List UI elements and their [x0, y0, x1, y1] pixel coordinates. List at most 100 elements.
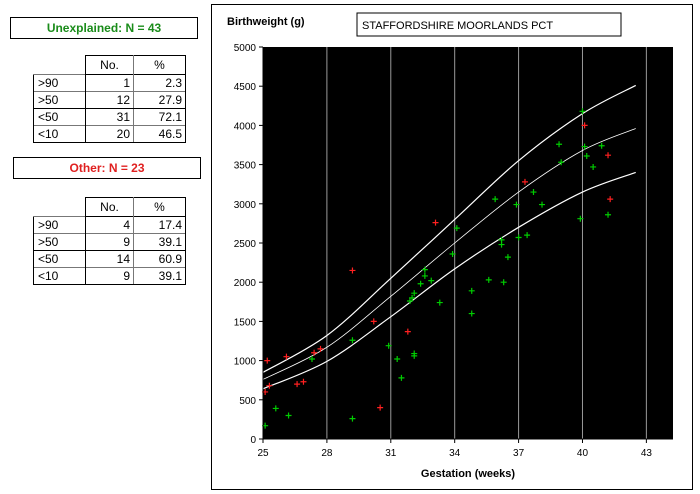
other-title: Other: N = 23: [13, 157, 201, 179]
row-pct: 2.3: [133, 74, 186, 92]
point-unexplained: [577, 215, 584, 222]
x-tick-label: 28: [321, 448, 333, 459]
header-no: No.: [85, 55, 134, 75]
point-unexplained: [504, 254, 511, 261]
point-other: [370, 318, 377, 325]
row-label: >50: [33, 91, 86, 109]
point-unexplained: [498, 241, 505, 248]
point-unexplained: [394, 356, 401, 363]
y-tick-label: 2000: [234, 278, 257, 289]
y-axis-label: Birthweight (g): [227, 16, 305, 28]
point-unexplained: [285, 412, 292, 419]
y-tick-label: 1000: [234, 357, 257, 368]
table-row: >50 12 27.9: [33, 91, 186, 109]
header-pct: %: [133, 55, 186, 75]
point-other: [349, 267, 356, 274]
point-unexplained: [605, 211, 612, 218]
row-label: >90: [33, 216, 86, 234]
point-unexplained: [436, 299, 443, 306]
birthweight-chart: Birthweight (g) STAFFORDSHIRE MOORLANDS …: [227, 12, 673, 480]
point-other: [294, 381, 301, 388]
y-tick-label: 4000: [234, 121, 257, 132]
row-no: 9: [85, 267, 134, 285]
x-tick-label: 25: [257, 448, 269, 459]
point-other: [317, 345, 324, 352]
point-other: [581, 122, 588, 129]
point-other: [521, 178, 528, 185]
other-table: No. % >90 4 17.4 >50 9 39.1 <50 14 60.9 …: [33, 197, 186, 285]
point-unexplained: [500, 279, 507, 286]
centile-curve-lower: [262, 171, 636, 390]
point-unexplained: [590, 163, 597, 170]
point-unexplained: [558, 159, 565, 166]
row-no: 4: [85, 216, 134, 234]
chart-frame: Birthweight (g) STAFFORDSHIRE MOORLANDS …: [211, 4, 693, 490]
centile-curves: [262, 84, 637, 390]
point-unexplained: [409, 294, 416, 301]
row-label: <10: [33, 267, 86, 285]
point-unexplained: [468, 310, 475, 317]
y-tick-label: 1500: [234, 317, 257, 328]
point-other: [432, 219, 439, 226]
point-unexplained: [349, 415, 356, 422]
table-row: <50 14 60.9: [33, 250, 186, 268]
row-pct: 60.9: [133, 250, 186, 268]
point-unexplained: [485, 276, 492, 283]
row-pct: 39.1: [133, 233, 186, 251]
row-no: 9: [85, 233, 134, 251]
x-tick-label: 34: [449, 448, 461, 459]
y-tick-label: 4500: [234, 82, 257, 93]
point-unexplained: [492, 196, 499, 203]
point-other: [605, 152, 612, 159]
point-unexplained: [539, 201, 546, 208]
x-axis: 25 28 31 34 37 40 43: [257, 438, 673, 459]
point-unexplained: [583, 152, 590, 159]
x-axis-label: Gestation (weeks): [421, 468, 515, 480]
point-unexplained: [417, 280, 424, 287]
point-unexplained: [308, 356, 315, 363]
point-unexplained: [581, 143, 588, 150]
x-tick-label: 37: [513, 448, 525, 459]
point-other: [300, 378, 307, 385]
row-label: >50: [33, 233, 86, 251]
point-other: [311, 349, 318, 356]
row-label: <50: [33, 108, 86, 126]
y-tick-label: 3000: [234, 200, 257, 211]
y-axis: 0 500 1000 1500 2000 2500 3000 3500 4000 4500 5000: [234, 43, 264, 446]
x-tick-label: 31: [385, 448, 397, 459]
point-unexplained: [515, 234, 522, 241]
centile-curve-median: [262, 128, 636, 380]
point-unexplained: [524, 232, 531, 239]
point-unexplained: [385, 342, 392, 349]
point-other: [266, 382, 273, 389]
chart-title: STAFFORDSHIRE MOORLANDS PCT: [362, 20, 553, 32]
point-other: [264, 357, 271, 364]
header-blank: [34, 198, 86, 217]
centile-curve-upper: [262, 84, 637, 373]
table-row: <10 20 46.5: [33, 125, 186, 143]
point-unexplained: [421, 272, 428, 279]
plot-area: [263, 47, 673, 439]
unexplained-table: No. % >90 1 2.3 >50 12 27.9 <50 31 72.1 …: [33, 55, 186, 143]
y-tick-label: 500: [239, 396, 256, 407]
y-tick-label: 0: [250, 435, 256, 446]
unexplained-title: Unexplained: N = 43: [10, 17, 198, 39]
table-row: <50 31 72.1: [33, 108, 186, 126]
header-pct: %: [133, 197, 186, 217]
chart-title-box: [356, 12, 622, 37]
point-unexplained: [453, 225, 460, 232]
table-row: >90 1 2.3: [33, 74, 186, 92]
row-pct: 46.5: [133, 125, 186, 143]
point-unexplained: [421, 266, 428, 273]
point-unexplained: [349, 337, 356, 344]
row-no: 1: [85, 74, 134, 92]
header-no: No.: [85, 197, 134, 217]
row-no: 31: [85, 108, 134, 126]
point-other: [377, 404, 384, 411]
point-unexplained: [272, 405, 279, 412]
point-unexplained: [398, 374, 405, 381]
table-row: >90 4 17.4: [33, 216, 186, 234]
row-pct: 17.4: [133, 216, 186, 234]
point-unexplained: [449, 250, 456, 257]
row-label: <10: [33, 125, 86, 143]
